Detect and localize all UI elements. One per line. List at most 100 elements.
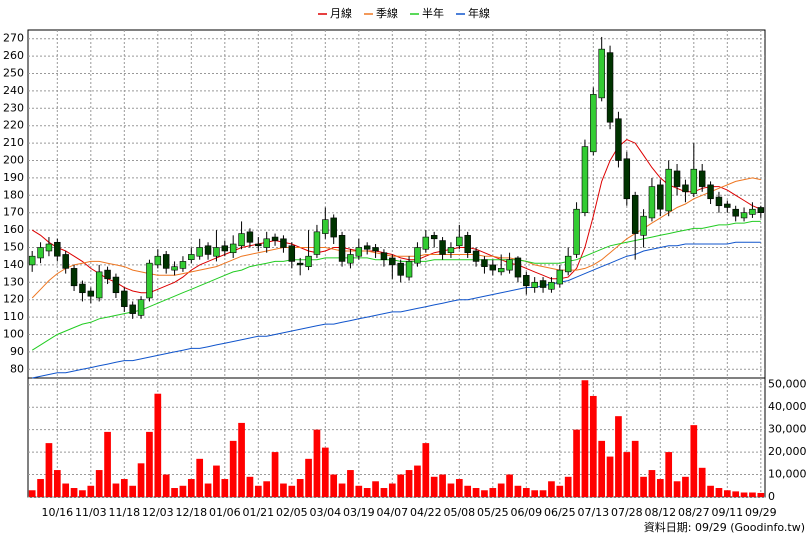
volume-bar [732, 491, 740, 497]
candle-body [724, 203, 731, 208]
candle-body [380, 252, 388, 260]
y-tick-label: 160 [3, 223, 24, 236]
candle-body [623, 158, 631, 200]
volume-bar [313, 429, 321, 497]
candle-body [472, 250, 480, 262]
volume-bar [673, 481, 681, 497]
x-tick-label: 02/05 [276, 506, 308, 519]
volume-bar [506, 474, 513, 497]
volume-bar [514, 485, 522, 497]
volume-bar [70, 488, 78, 497]
candle-body [355, 247, 363, 257]
candle-body [673, 170, 681, 187]
x-tick-label: 04/22 [410, 506, 442, 519]
candle-body [45, 243, 53, 252]
volume-bar [556, 485, 564, 497]
y-tick-label: 170 [3, 206, 24, 219]
volume-bar [196, 458, 204, 497]
candle-body [615, 118, 622, 161]
x-tick-label: 09/11 [711, 506, 743, 519]
x-tick-label: 08/12 [644, 506, 676, 519]
candle-body [648, 186, 656, 219]
volume-bar [573, 429, 580, 497]
candle-body [707, 184, 714, 200]
volume-bar [112, 483, 120, 497]
x-tick-label: 09/29 [745, 506, 777, 519]
volume-bar [422, 443, 430, 497]
candle-body [213, 247, 220, 257]
candle-body [70, 268, 78, 287]
x-tick-label: 01/06 [209, 506, 241, 519]
volume-bar [79, 490, 86, 497]
candle-body [732, 208, 739, 217]
candle-body [548, 281, 555, 290]
legend-label: 月線 [330, 6, 352, 20]
y2-tick-label: 40,000 [768, 400, 807, 413]
volume-bar [347, 470, 354, 497]
candle-body [657, 184, 664, 210]
y-tick-label: 210 [3, 136, 24, 149]
candle-body [229, 243, 237, 254]
candle-body [464, 235, 471, 254]
x-tick-label: 03/19 [343, 506, 375, 519]
candle-body [246, 231, 254, 243]
y2-tick-label: 20,000 [768, 445, 807, 458]
candle-body [640, 215, 647, 236]
candle-body [456, 236, 463, 247]
volume-bar [740, 492, 748, 497]
volume-bar [531, 490, 539, 497]
candle-body [690, 168, 698, 194]
candle-body [37, 247, 44, 259]
volume-bar [589, 395, 597, 497]
candle-body [313, 231, 321, 255]
y2-tick-label: 0 [768, 490, 775, 503]
volume-bar [213, 465, 220, 497]
candle-body [414, 247, 421, 264]
x-tick-label: 06/09 [510, 506, 542, 519]
candle-body [238, 233, 245, 247]
volume-bar [246, 476, 254, 497]
volume-bar [263, 481, 271, 497]
x-tick-label: 01/21 [242, 506, 274, 519]
volume-bar [137, 463, 145, 497]
y-tick-label: 200 [3, 154, 24, 167]
x-tick-label: 12/03 [142, 506, 174, 519]
x-tick-label: 05/08 [443, 506, 475, 519]
y-tick-label: 240 [3, 84, 24, 97]
volume-bar [280, 483, 287, 497]
candle-body [28, 255, 36, 266]
x-tick-label: 11/03 [75, 506, 107, 519]
x-tick-label: 04/07 [376, 506, 408, 519]
candle-body [749, 208, 756, 215]
candle-body [162, 254, 170, 269]
candle-body [590, 94, 597, 153]
candle-body [405, 261, 413, 278]
candle-body [497, 268, 505, 273]
candle-body [347, 254, 354, 264]
candle-body [221, 245, 229, 252]
y-tick-label: 80 [10, 362, 24, 375]
candle-body [389, 257, 396, 266]
volume-bar [439, 474, 446, 497]
volume-bar [682, 476, 689, 497]
candle-body [95, 271, 103, 299]
volume-bar [690, 425, 698, 497]
volume-bar [372, 481, 379, 497]
volume-bar [95, 470, 103, 497]
volume-bar [330, 474, 338, 497]
y2-tick-label: 50,000 [768, 378, 807, 391]
volume-bar [162, 474, 170, 497]
volume-bar [146, 431, 153, 497]
volume-bar [179, 485, 187, 497]
volume-bar [388, 483, 396, 497]
volume-bar [640, 476, 647, 497]
y-tick-label: 220 [3, 119, 24, 132]
volume-bar [129, 485, 137, 497]
volume-bar [397, 474, 405, 497]
y-tick-label: 270 [3, 32, 24, 45]
volume-bar [481, 490, 488, 497]
volume-bar [271, 452, 279, 497]
candle-body [154, 255, 162, 266]
volume-bar [296, 479, 304, 497]
candle-body [531, 281, 538, 288]
